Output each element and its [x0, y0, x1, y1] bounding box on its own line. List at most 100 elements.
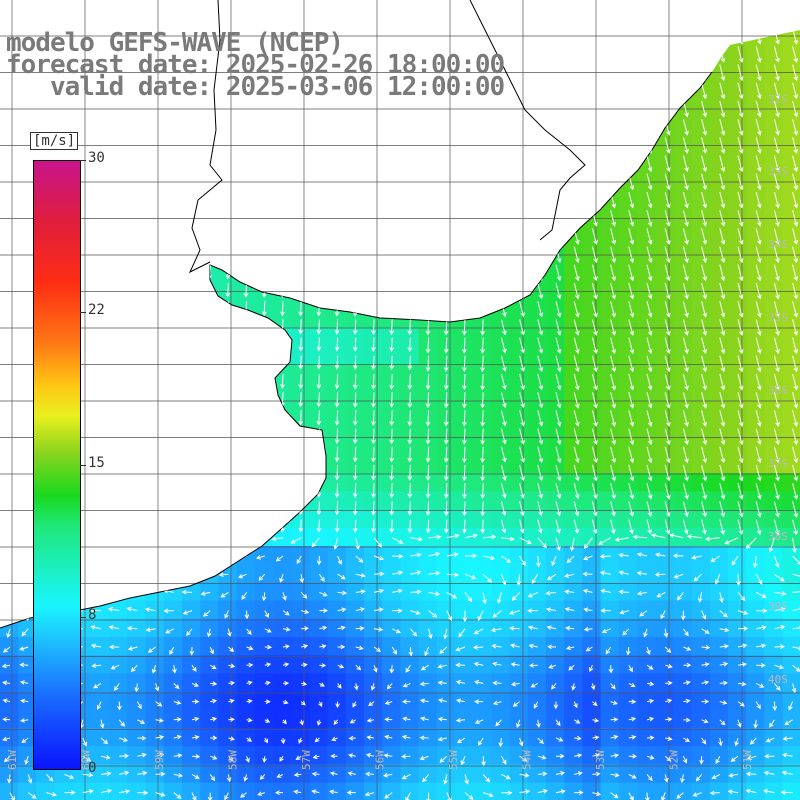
speed-cell	[91, 782, 110, 800]
speed-cell	[345, 418, 365, 438]
wind-arrow	[682, 246, 689, 264]
wind-arrow	[9, 792, 15, 800]
wind-arrow	[537, 355, 544, 373]
speed-cell	[491, 491, 511, 511]
speed-cell	[691, 618, 711, 638]
speed-cell	[509, 345, 529, 365]
longitude-label: 53W	[594, 750, 607, 770]
speed-cell	[509, 400, 529, 420]
wind-arrow	[745, 771, 757, 777]
wind-arrow	[704, 536, 720, 542]
speed-cell	[618, 655, 638, 674]
model-title: modelo GEFS-WAVE (NCEP)	[6, 28, 344, 58]
wind-arrow	[126, 606, 138, 612]
wind-arrow	[21, 628, 29, 637]
wind-arrow	[547, 644, 557, 650]
speed-cell	[327, 782, 347, 800]
speed-cell	[527, 473, 547, 492]
speed-cell	[582, 364, 602, 383]
wind-arrow	[737, 719, 742, 728]
wind-arrow	[636, 591, 648, 596]
wind-arrow	[298, 410, 304, 426]
wind-arrow	[293, 772, 302, 778]
wind-arrow	[334, 519, 340, 533]
wind-arrow	[756, 625, 767, 630]
speed-cell	[236, 709, 256, 729]
wind-arrow	[589, 665, 594, 673]
wind-arrow	[610, 301, 616, 318]
speed-cell	[273, 309, 292, 329]
speed-cell	[764, 273, 784, 292]
speed-cell	[728, 91, 747, 110]
wind-arrow	[519, 319, 525, 336]
wind-arrow	[574, 735, 582, 741]
speed-cell	[200, 746, 219, 765]
wind-arrow	[745, 537, 757, 549]
speed-cell	[764, 436, 784, 456]
wind-arrow	[592, 701, 598, 706]
wind-arrow	[664, 337, 671, 355]
speed-cell	[673, 145, 693, 165]
speed-cell	[691, 473, 711, 492]
speed-cell	[618, 582, 638, 602]
latitude-label: 32S	[768, 93, 788, 106]
speed-cell	[345, 655, 365, 674]
wind-arrow	[719, 464, 726, 482]
wind-arrow	[683, 646, 692, 651]
wind-arrow	[301, 644, 309, 649]
speed-cell	[0, 673, 19, 693]
speed-cell	[564, 382, 583, 401]
wind-arrow	[182, 610, 193, 615]
speed-cell	[291, 655, 310, 674]
speed-cell	[746, 527, 765, 547]
wind-arrow	[610, 428, 616, 446]
speed-cell	[582, 473, 602, 492]
wind-arrow	[2, 736, 11, 742]
wind-arrow	[246, 662, 254, 668]
wind-arrow	[298, 337, 304, 352]
speed-cell	[436, 455, 456, 474]
wind-arrow	[528, 663, 538, 668]
wind-arrow	[755, 392, 762, 409]
speed-cell	[764, 345, 784, 365]
speed-cell	[527, 746, 547, 765]
wind-arrow	[173, 700, 182, 705]
speed-cell	[673, 491, 693, 511]
speed-cell	[182, 637, 201, 656]
wind-arrow	[501, 536, 515, 542]
speed-cell	[618, 254, 638, 274]
speed-cell	[400, 491, 420, 511]
wind-arrow	[756, 643, 767, 649]
wind-arrow	[546, 573, 557, 581]
wind-arrow	[428, 610, 438, 618]
wind-arrow	[500, 501, 507, 517]
speed-cell	[436, 527, 456, 547]
wind-arrow	[709, 790, 720, 796]
speed-cell	[546, 728, 565, 747]
speed-cell	[364, 364, 383, 383]
longitude-label: 52W	[668, 750, 681, 770]
wind-arrow	[528, 643, 538, 649]
wind-arrow	[1, 663, 11, 669]
wind-arrow	[701, 373, 707, 391]
wind-arrow	[462, 610, 468, 623]
speed-cell	[600, 291, 620, 310]
wind-arrow	[763, 770, 775, 776]
wind-arrow	[774, 607, 787, 612]
wind-arrow	[773, 301, 780, 318]
wind-arrow	[628, 735, 637, 740]
speed-cell	[327, 436, 347, 456]
speed-cell	[691, 564, 711, 583]
wind-arrow	[773, 264, 780, 282]
speed-cell	[455, 382, 474, 401]
speed-cell	[400, 546, 420, 565]
wind-arrow	[643, 628, 648, 638]
speed-cell	[764, 163, 784, 183]
wind-arrow	[241, 592, 248, 600]
speed-cell	[200, 782, 219, 800]
speed-cell	[509, 655, 529, 674]
wind-arrow	[501, 773, 511, 780]
wind-arrow	[137, 752, 147, 758]
wind-arrow	[500, 355, 507, 372]
wind-arrow	[512, 701, 520, 707]
